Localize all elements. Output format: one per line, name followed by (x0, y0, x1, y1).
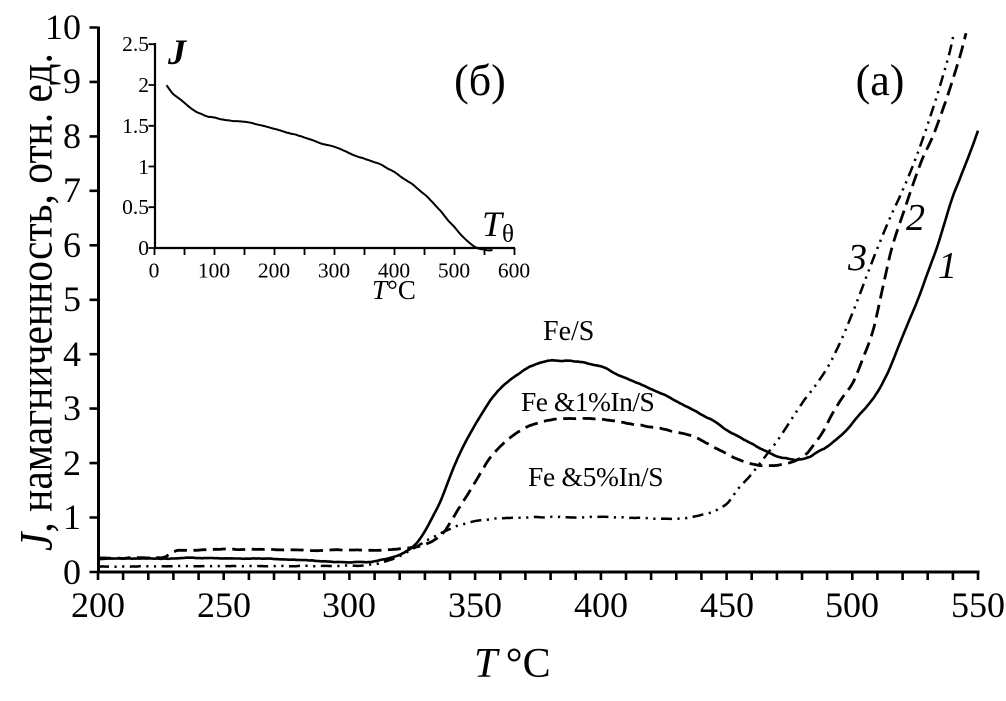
svg-text:2: 2 (138, 73, 149, 97)
svg-text:2: 2 (906, 197, 925, 239)
svg-text:8: 8 (63, 116, 81, 156)
svg-text:3: 3 (847, 237, 867, 279)
svg-text:(a): (a) (856, 56, 905, 105)
svg-text:0.5: 0.5 (122, 195, 149, 219)
svg-text:Fe &5%In/S: Fe &5%In/S (528, 461, 663, 492)
svg-text:2.5: 2.5 (122, 32, 149, 56)
svg-text:Fe/S: Fe/S (543, 316, 594, 347)
svg-text:400: 400 (574, 585, 628, 625)
svg-text:9: 9 (63, 61, 81, 101)
svg-text:100: 100 (198, 259, 230, 283)
svg-text:6: 6 (63, 225, 81, 265)
svg-text:300: 300 (318, 259, 350, 283)
svg-text:7: 7 (63, 170, 81, 210)
svg-text:0: 0 (138, 236, 149, 260)
svg-text:200: 200 (258, 259, 290, 283)
svg-text:1: 1 (63, 497, 81, 537)
svg-text:10: 10 (45, 7, 81, 47)
svg-text:200: 200 (71, 585, 125, 625)
svg-text:550: 550 (951, 585, 1005, 625)
svg-text:400: 400 (378, 259, 410, 283)
svg-text:350: 350 (448, 585, 502, 625)
svg-text:5: 5 (63, 279, 81, 319)
svg-text:1.5: 1.5 (122, 114, 149, 138)
svg-text:3: 3 (63, 388, 81, 428)
svg-text:1: 1 (138, 155, 149, 179)
svg-text:1: 1 (938, 245, 957, 287)
svg-text:(б): (б) (454, 56, 506, 105)
svg-text:250: 250 (197, 585, 251, 625)
svg-text:300: 300 (322, 585, 376, 625)
svg-text:4: 4 (63, 334, 81, 374)
svg-text:2: 2 (63, 443, 81, 483)
svg-text:0: 0 (149, 259, 160, 283)
svg-text:450: 450 (700, 585, 754, 625)
svg-text:Fe &1%In/S: Fe &1%In/S (521, 386, 654, 417)
svg-text:600: 600 (498, 259, 530, 283)
svg-text:0: 0 (63, 552, 81, 592)
svg-text:J: J (167, 32, 187, 72)
svg-text:T°C: T°C (372, 275, 416, 305)
svg-text:J, намагниченность, отн. ед.: J, намагниченность, отн. ед. (10, 53, 62, 551)
svg-text:T °C: T °C (474, 641, 551, 687)
svg-text:500: 500 (825, 585, 879, 625)
svg-text:500: 500 (438, 259, 470, 283)
